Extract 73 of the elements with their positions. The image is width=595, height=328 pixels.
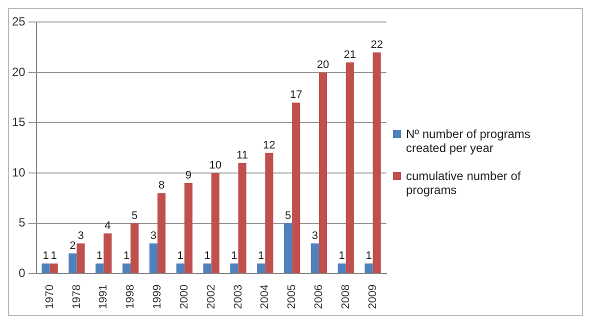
bar [68, 253, 77, 274]
legend-label: cumulative number of programs [406, 169, 522, 197]
data-label: 17 [290, 89, 302, 102]
data-label: 3 [312, 230, 318, 242]
x-tick-label: 1978 [70, 284, 83, 310]
bar [265, 152, 274, 274]
bar [76, 243, 85, 274]
bar [364, 263, 373, 274]
data-label: 1 [231, 250, 238, 262]
data-label: 5 [284, 210, 292, 222]
bar [338, 263, 346, 274]
y-tick-label: 20 [12, 64, 26, 79]
data-label: 4 [104, 220, 111, 232]
data-label: 1 [50, 250, 57, 262]
bar [130, 223, 139, 274]
bar [149, 243, 158, 274]
data-label: 20 [316, 58, 330, 71]
bar [292, 102, 300, 274]
bar [50, 263, 58, 274]
bar [230, 263, 238, 274]
bar [176, 263, 184, 274]
data-label: 1 [177, 250, 184, 262]
data-label: 3 [150, 230, 156, 242]
x-tick-label: 2009 [366, 284, 379, 310]
data-label: 11 [236, 149, 248, 162]
x-tick-label: 1970 [44, 284, 56, 310]
bar [372, 52, 381, 274]
data-label: 8 [158, 180, 165, 192]
data-label: 1 [204, 250, 210, 262]
bar [122, 263, 131, 274]
data-label: 2 [70, 240, 76, 252]
bar [310, 243, 319, 274]
data-label: 10 [209, 160, 222, 172]
x-tick-label: 2000 [178, 284, 190, 310]
data-label: 1 [338, 250, 345, 262]
data-label: 1 [258, 250, 264, 262]
bar [42, 263, 50, 274]
x-tick-label: 2006 [313, 284, 325, 310]
x-tick-label: 1998 [124, 284, 137, 310]
bar [284, 223, 292, 274]
x-tick-label: 2008 [340, 284, 352, 310]
x-tick-label: 2003 [232, 284, 244, 310]
y-tick-label: 15 [12, 115, 26, 130]
data-label: 1 [366, 250, 372, 262]
bar [318, 72, 328, 274]
data-label: 12 [263, 139, 276, 152]
legend-label: Nº number of programs created per year [406, 127, 532, 155]
x-tick-label: 1999 [152, 284, 164, 310]
data-label: 9 [185, 170, 192, 182]
y-tick-label: 25 [12, 14, 26, 29]
bar [211, 173, 220, 274]
x-tick-label: 1991 [98, 284, 110, 310]
bar [96, 263, 104, 274]
bar [184, 183, 192, 274]
x-tick-label: 2002 [205, 284, 218, 310]
bar [203, 263, 212, 274]
y-tick-label: 0 [18, 266, 26, 280]
x-tick-label: 2005 [286, 284, 298, 310]
data-label: 1 [42, 250, 49, 262]
data-label: 1 [96, 250, 103, 262]
data-label: 21 [344, 48, 356, 61]
x-tick-label: 2004 [259, 284, 272, 310]
bar [257, 263, 266, 274]
data-label: 1 [123, 250, 130, 262]
bar [238, 162, 246, 274]
bar [104, 233, 112, 274]
bar [346, 62, 354, 274]
data-label: 3 [78, 230, 84, 242]
data-label: 5 [132, 210, 138, 222]
bar [157, 193, 166, 274]
y-tick-label: 10 [12, 165, 26, 180]
y-tick-label: 5 [18, 216, 26, 230]
data-label: 22 [370, 38, 383, 51]
